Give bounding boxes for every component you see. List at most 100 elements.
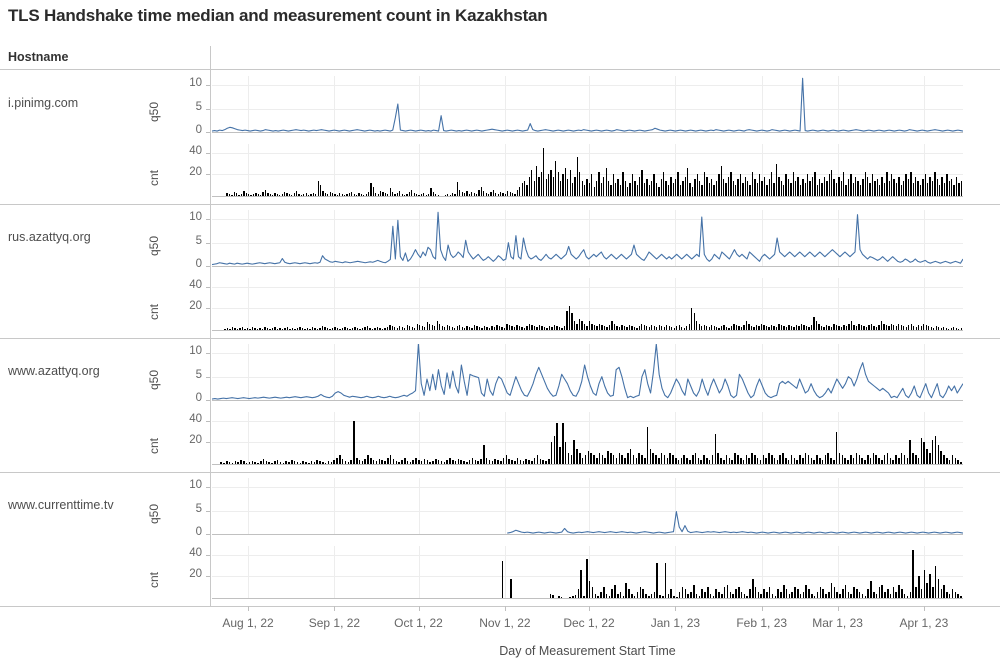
x-gridline xyxy=(837,344,839,400)
hostname-label[interactable]: i.pinimg.com xyxy=(8,96,79,110)
bar xyxy=(454,327,456,330)
bar xyxy=(569,170,571,196)
bar xyxy=(583,595,585,598)
bar xyxy=(825,324,828,330)
bar xyxy=(870,323,873,330)
bar xyxy=(327,193,329,196)
bar xyxy=(634,180,636,196)
panel-cnt: 40 20 cnt xyxy=(0,540,1000,606)
y-tick-mark xyxy=(206,554,210,556)
bar xyxy=(845,185,847,196)
bar xyxy=(304,328,306,330)
bar xyxy=(375,460,378,464)
bar xyxy=(852,457,855,464)
bar xyxy=(341,327,344,330)
bar xyxy=(519,459,522,464)
hostname-label[interactable]: rus.azattyq.org xyxy=(8,230,91,244)
bar xyxy=(284,327,286,330)
bar xyxy=(583,185,586,196)
plot-area-cnt xyxy=(212,412,963,465)
bar xyxy=(305,461,307,464)
bar xyxy=(522,460,525,464)
x-gridline xyxy=(418,344,420,400)
bar xyxy=(299,462,302,464)
bar xyxy=(266,327,269,330)
x-gridline xyxy=(675,478,677,534)
bar xyxy=(766,591,768,598)
bar xyxy=(303,193,305,196)
bar xyxy=(480,458,482,464)
bar xyxy=(633,326,636,330)
bar xyxy=(768,587,771,598)
bar xyxy=(804,183,806,196)
bar xyxy=(819,178,821,196)
bar xyxy=(728,457,731,464)
bar xyxy=(891,174,893,196)
bar xyxy=(924,174,926,196)
bar xyxy=(958,183,960,196)
bar xyxy=(545,178,547,196)
bar xyxy=(811,176,814,196)
bar xyxy=(691,455,694,464)
bar xyxy=(426,322,428,330)
bar xyxy=(946,174,948,196)
bar xyxy=(739,174,742,196)
bar xyxy=(577,589,580,598)
bar xyxy=(631,174,634,196)
bar xyxy=(293,192,295,196)
bar xyxy=(735,185,737,196)
bar xyxy=(711,455,714,464)
x-axis-title: Day of Measurement Start Time xyxy=(499,644,676,658)
bar xyxy=(279,194,281,196)
x-tick-mark xyxy=(504,606,506,611)
bar xyxy=(346,327,349,330)
x-gridline xyxy=(923,210,925,266)
y-gridline xyxy=(212,242,963,244)
bar xyxy=(591,174,593,196)
bar xyxy=(647,595,650,598)
y-tick-mark xyxy=(206,420,210,422)
hostname-label[interactable]: www.azattyq.org xyxy=(8,364,100,378)
bar xyxy=(310,460,313,464)
bar xyxy=(768,178,770,196)
bar xyxy=(627,187,629,196)
hostname-label[interactable]: www.currenttime.tv xyxy=(8,498,114,512)
bar xyxy=(461,326,463,330)
bar xyxy=(656,326,658,330)
bar xyxy=(426,459,429,464)
bar xyxy=(715,180,718,196)
bar xyxy=(864,459,866,464)
y-gridline xyxy=(212,420,963,422)
bar xyxy=(574,594,577,598)
bar xyxy=(478,326,481,330)
panel-q50: 10 5 0 q50 xyxy=(0,472,1000,540)
bar xyxy=(881,585,883,598)
bar xyxy=(726,585,729,598)
bar xyxy=(264,189,267,196)
bar xyxy=(907,178,910,196)
x-gridline xyxy=(675,76,677,132)
bar xyxy=(754,587,757,598)
bar xyxy=(324,462,327,464)
bar xyxy=(749,185,751,196)
bar xyxy=(360,193,363,196)
bar xyxy=(404,327,406,330)
y-tick-mark xyxy=(206,85,210,87)
bar xyxy=(463,460,465,464)
bar xyxy=(351,327,354,330)
bar xyxy=(775,163,778,196)
x-tick-label: Jan 1, 23 xyxy=(650,616,701,630)
bar xyxy=(615,457,618,464)
plot-area-q50 xyxy=(212,76,963,133)
bar xyxy=(329,191,331,196)
bar xyxy=(852,183,854,196)
bar xyxy=(857,180,859,196)
x-gridline xyxy=(923,344,925,400)
bar xyxy=(267,192,269,196)
bar xyxy=(441,325,443,330)
bar xyxy=(883,455,886,464)
bar xyxy=(814,172,816,196)
bar xyxy=(396,192,399,196)
x-gridline xyxy=(589,412,590,464)
x-gridline xyxy=(334,344,336,400)
